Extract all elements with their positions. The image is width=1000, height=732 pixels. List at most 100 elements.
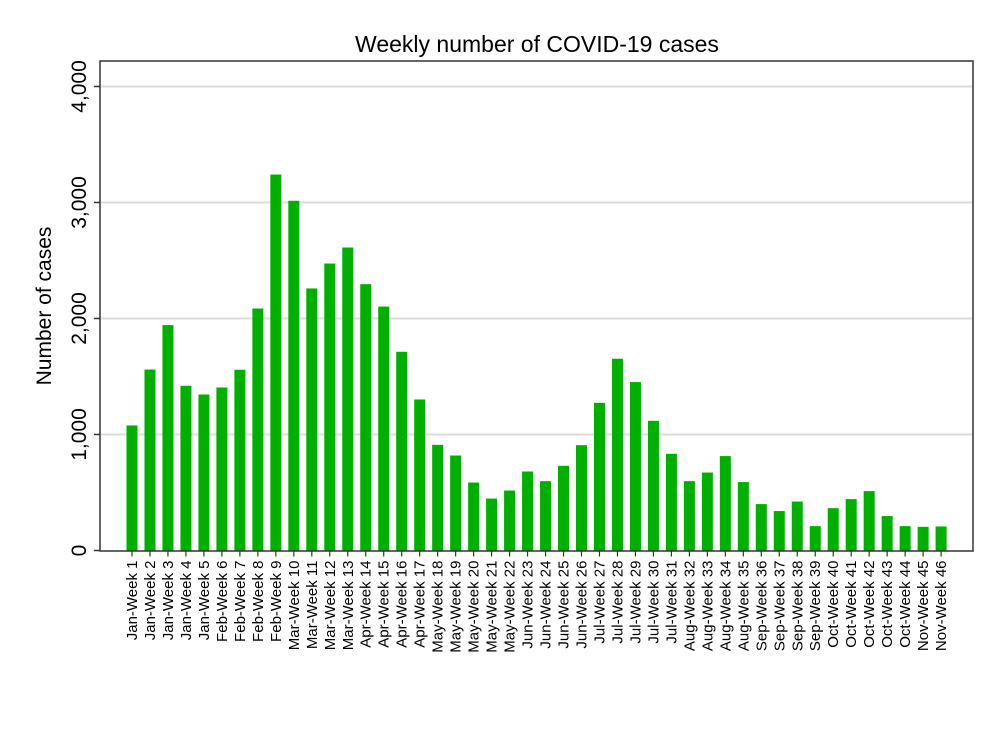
x-tick-label: Apr-Week 16	[394, 561, 411, 648]
bar	[719, 456, 731, 551]
x-tick-label: May-Week 21	[484, 561, 501, 653]
bar	[935, 526, 947, 551]
x-tick-label: May-Week 22	[502, 561, 519, 653]
bar	[809, 526, 821, 551]
bar	[863, 491, 875, 551]
x-tick-label: Mar-Week 12	[322, 561, 339, 651]
plot-frame	[99, 60, 974, 552]
bar	[504, 490, 516, 551]
x-tick-label: May-Week 18	[430, 561, 447, 653]
bar	[216, 387, 228, 551]
bar	[899, 526, 911, 551]
x-tick-label: Jun-Week 24	[538, 561, 555, 649]
x-tick-label: Aug-Week 33	[699, 561, 716, 652]
bar	[629, 382, 641, 551]
x-tick-label: Oct-Week 40	[825, 561, 842, 648]
x-tick-label: Feb-Week 9	[268, 561, 285, 642]
bar	[144, 369, 156, 551]
x-tick-label: Jun-Week 26	[574, 561, 591, 649]
x-tick-label: Sep-Week 39	[807, 561, 824, 652]
y-tick-label: 3,000	[68, 176, 91, 229]
bar	[396, 351, 408, 551]
bar	[917, 526, 929, 551]
bar	[737, 482, 749, 551]
y-axis-label: Number of cases	[33, 227, 56, 386]
bar	[198, 394, 210, 551]
x-tick-label: Aug-Week 34	[717, 561, 734, 652]
bar	[701, 472, 713, 551]
bar	[324, 263, 336, 551]
bar	[611, 358, 623, 551]
bar	[540, 481, 552, 551]
x-tick-label: Jul-Week 30	[645, 561, 662, 644]
x-tick-label: Aug-Week 32	[681, 561, 698, 652]
bar	[162, 325, 174, 551]
bar	[683, 481, 695, 551]
bar	[234, 369, 246, 551]
bar	[593, 402, 605, 551]
x-tick-label: Jun-Week 23	[520, 561, 537, 649]
bar	[791, 501, 803, 551]
bar	[881, 516, 893, 551]
bar	[468, 482, 480, 551]
bar	[432, 444, 444, 551]
x-tick-label: Jul-Week 29	[627, 561, 644, 644]
x-tick-label: Jan-Week 5	[196, 561, 213, 641]
x-tick-label: Oct-Week 42	[861, 561, 878, 648]
bar	[252, 308, 264, 551]
x-tick-label: Nov-Week 45	[915, 561, 932, 652]
x-tick-label: Apr-Week 15	[376, 561, 393, 648]
x-tick-label: Sep-Week 36	[753, 561, 770, 652]
x-tick-label: Mar-Week 13	[340, 561, 357, 651]
bar	[665, 453, 677, 551]
bar	[306, 288, 318, 551]
y-tick-label: 4,000	[68, 60, 91, 113]
bar	[288, 200, 300, 551]
x-tick-label: Jul-Week 27	[591, 561, 608, 644]
x-tick-label: Sep-Week 37	[771, 561, 788, 652]
x-tick-label: Oct-Week 43	[879, 561, 896, 648]
x-tick-label: Sep-Week 38	[789, 561, 806, 652]
bar	[360, 284, 372, 551]
bar	[576, 445, 587, 551]
bar	[180, 385, 192, 551]
x-tick-label: Aug-Week 35	[735, 561, 752, 652]
bar	[773, 511, 785, 551]
x-tick-label: Jul-Week 31	[663, 561, 680, 644]
bar	[414, 399, 426, 551]
chart-title: Weekly number of COVID-19 cases	[355, 31, 719, 57]
y-tick-label: 1,000	[68, 408, 91, 461]
x-tick-label: Jul-Week 28	[609, 561, 626, 644]
x-tick-label: Feb-Week 6	[214, 561, 231, 642]
x-tick-label: Apr-Week 17	[412, 561, 429, 648]
x-tick-label: Mar-Week 11	[304, 561, 321, 650]
bar	[647, 420, 659, 551]
bar	[755, 504, 767, 551]
x-tick-label: Oct-Week 44	[897, 561, 914, 648]
x-tick-label: Jun-Week 25	[556, 561, 573, 649]
bar	[342, 247, 354, 551]
bar	[126, 425, 138, 551]
bar	[486, 498, 498, 551]
x-tick-label: Jan-Week 1	[124, 561, 141, 641]
bar	[450, 455, 462, 551]
bar	[270, 174, 282, 551]
x-tick-label: Jan-Week 2	[142, 561, 159, 641]
x-tick-label: Feb-Week 8	[250, 561, 267, 642]
bar	[845, 499, 857, 551]
x-tick-label: Jan-Week 4	[178, 561, 195, 641]
x-tick-label: May-Week 19	[448, 561, 465, 653]
x-tick-label: Nov-Week 46	[933, 561, 950, 652]
x-tick-label: May-Week 20	[466, 561, 483, 653]
y-tick-label: 0	[68, 545, 91, 557]
x-tick-label: Mar-Week 10	[286, 561, 303, 651]
bar	[558, 465, 570, 551]
bar	[378, 306, 390, 551]
bar	[522, 471, 534, 551]
x-tick-label: Apr-Week 14	[358, 561, 375, 648]
bar	[827, 508, 839, 551]
x-tick-label: Oct-Week 41	[843, 561, 860, 648]
y-tick-label: 2,000	[68, 292, 91, 345]
x-tick-label: Jan-Week 3	[160, 561, 177, 641]
